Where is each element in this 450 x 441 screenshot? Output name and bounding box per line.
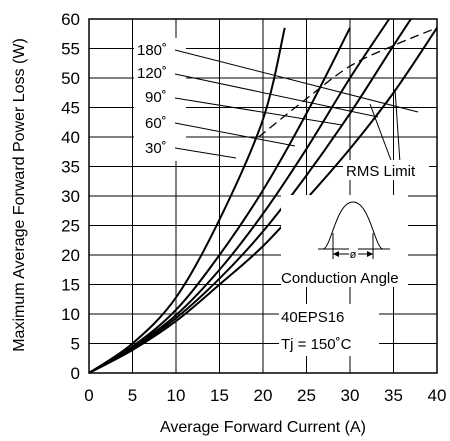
- leader-30: [174, 147, 237, 159]
- x-tick-label: 10: [167, 386, 186, 405]
- x-tick-label: 20: [254, 386, 273, 405]
- conduction-angle-label: Conduction Angle: [281, 270, 399, 287]
- junction-temp: Tj = 150˚C: [281, 336, 352, 353]
- leader-180: [174, 49, 419, 113]
- leader-120: [174, 73, 379, 118]
- rms-leader-2: [394, 88, 401, 164]
- tick-labels: 0 5 10 15 20 25 30 35 40 0 5 10 15 20 25 30 35 40 45 50 55 60: [61, 10, 446, 405]
- y-axis-label: Maximum Average Forward Power Loss (W): [11, 38, 28, 352]
- series-curve: [88, 18, 412, 374]
- y-tick-label: 20: [61, 246, 80, 265]
- y-tick-label: 25: [61, 217, 80, 236]
- y-tick-label: 60: [61, 10, 80, 29]
- arrow-left-icon: [333, 251, 339, 257]
- x-tick-label: 0: [84, 386, 93, 405]
- inset-bg: [281, 195, 408, 287]
- y-tick-label: 40: [61, 128, 80, 147]
- rms-label-bg: [343, 160, 429, 180]
- x-tick-label: 15: [210, 386, 229, 405]
- leader-60: [174, 122, 296, 147]
- x-tick-label: 35: [384, 386, 403, 405]
- curves: [88, 18, 438, 374]
- y-tick-label: 55: [61, 40, 80, 59]
- device-name: 40EPS16: [281, 309, 344, 326]
- label-120: 120˚: [137, 65, 167, 82]
- series-curve: [88, 27, 286, 374]
- x-tick-label: 40: [428, 386, 447, 405]
- phi-label: ø: [350, 249, 357, 261]
- device-bg: [279, 304, 379, 356]
- plot-frame: [88, 18, 438, 374]
- sine-pulse-icon: [322, 201, 384, 250]
- rms-limit-annotation: RMS Limit: [343, 88, 429, 180]
- y-tick-label: 30: [61, 187, 80, 206]
- label-180: 180˚: [137, 42, 167, 59]
- y-tick-label: 15: [61, 276, 80, 295]
- x-tick-label: 30: [341, 386, 360, 405]
- label-90: 90˚: [145, 89, 167, 106]
- y-tick-label: 0: [71, 364, 80, 383]
- label-60: 60˚: [145, 115, 167, 132]
- y-tick-label: 50: [61, 69, 80, 88]
- rms-label: RMS Limit: [346, 163, 416, 180]
- leader-90: [174, 97, 343, 126]
- arrow-right-icon: [367, 251, 373, 257]
- rms-limit-curve: [258, 27, 438, 138]
- series-curve: [88, 18, 390, 374]
- series-curve: [88, 27, 438, 374]
- device-info: 40EPS16 Tj = 150˚C: [279, 304, 379, 356]
- x-tick-label: 5: [128, 386, 137, 405]
- y-tick-label: 10: [61, 305, 80, 324]
- x-axis-label: Average Forward Current (A): [160, 419, 366, 436]
- phi-bg: [349, 246, 358, 259]
- y-tick-label: 5: [71, 335, 80, 354]
- rms-leader-1: [369, 103, 393, 164]
- y-tick-label: 35: [61, 158, 80, 177]
- label-box: [134, 38, 186, 161]
- conduction-angle-inset: ø Conduction Angle: [281, 195, 408, 287]
- curve-labels: 180˚ 120˚ 90˚ 60˚ 30˚: [134, 38, 419, 161]
- label-30: 30˚: [145, 140, 167, 157]
- x-tick-label: 25: [297, 386, 316, 405]
- y-tick-label: 45: [61, 99, 80, 118]
